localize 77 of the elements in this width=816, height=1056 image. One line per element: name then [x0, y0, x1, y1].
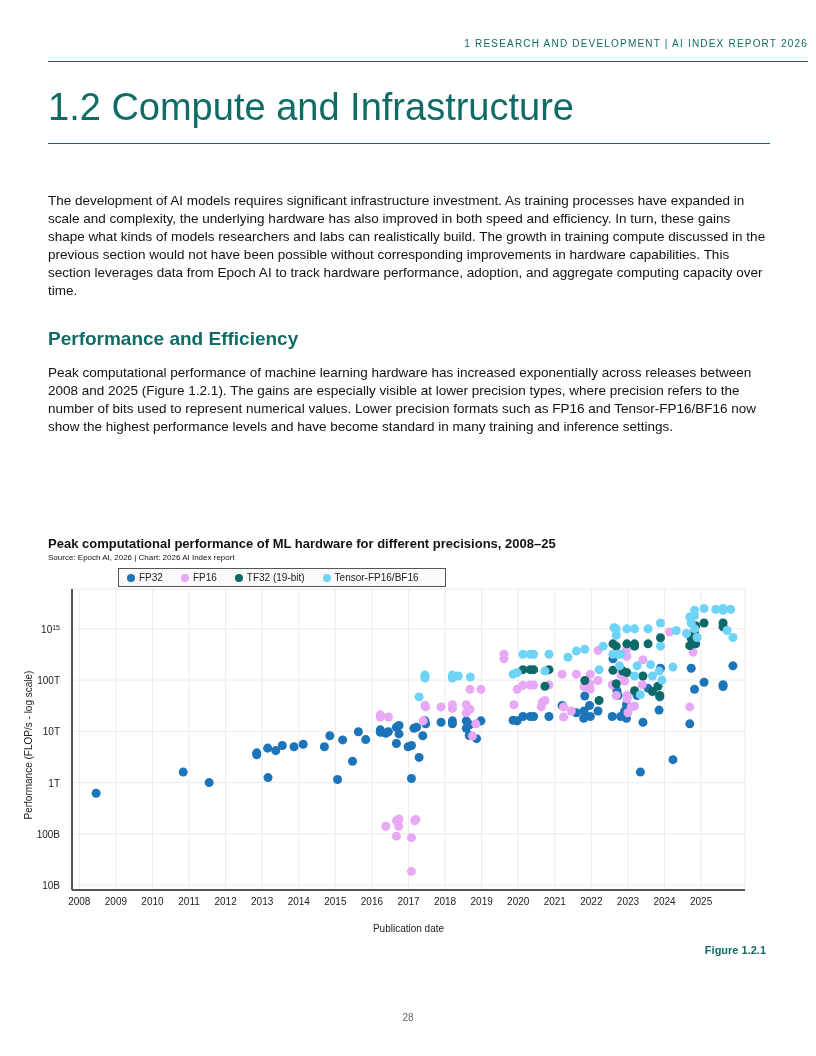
text: 1.2 Compute and Infrastructure [48, 86, 770, 144]
point [643, 624, 653, 634]
y-tick-label: 1T [48, 777, 60, 789]
point [594, 695, 604, 705]
legend-label: Tensor-FP16/BF16 [334, 572, 419, 583]
point [728, 632, 738, 642]
x-tick-label: 2016 [360, 896, 384, 908]
x-tick-label: 2012 [214, 896, 238, 908]
x-tick-label: 2018 [433, 896, 457, 908]
point [643, 639, 653, 649]
x-tick-label: 2019 [470, 896, 494, 908]
point [726, 604, 736, 614]
point [632, 661, 642, 671]
point [540, 681, 550, 691]
y-tick-label: 100T [37, 675, 60, 687]
point [608, 665, 618, 675]
x-tick-label: 2024 [653, 896, 677, 908]
point [630, 671, 640, 681]
chart-title: Peak computational performance of ML hardware for different precisions, 2008–25 [48, 536, 557, 551]
point [580, 676, 590, 686]
point [638, 671, 648, 681]
x-tick-label: 2022 [580, 896, 603, 908]
y-tick-label: 100B [36, 828, 61, 840]
text: The development of AI models requires significant infrastructure investment. As training processes have expanded in scale and complexity, the underlying hardware has also improved in both speed and efficiency. In turn, these gains shape what kinds of models researchers and labs can realistically build. The growth in training compute discussed in the previous section would not have been possible without corresponding improvements in hardware capabilities. This section leverages data from Epoch AI to track hardware performance, adoption, and aggregate computing capacity over time. [48, 192, 767, 300]
x-tick-label: 2023 [616, 896, 640, 908]
legend-label: FP32 [139, 572, 163, 583]
x-tick-label: 2013 [251, 896, 274, 908]
caption: Figure 1.2.1 [703, 944, 766, 956]
point [544, 649, 554, 659]
y-tick-label: 10$^{15}$ [41, 623, 61, 635]
legend-label: TF32 (19-bit) [246, 572, 305, 583]
point [647, 671, 657, 681]
point [681, 629, 691, 639]
point [699, 618, 709, 628]
chart-subtitle: Source: Epoch AI, 2026 | Chart: 2026 AI Index report [48, 553, 236, 562]
point [615, 661, 625, 671]
x-tick-label: 2021 [543, 896, 567, 908]
x-tick-label: 2015 [324, 896, 347, 908]
point [699, 603, 709, 613]
x-tick-label: 2010 [141, 896, 165, 908]
point [414, 692, 424, 702]
point [646, 660, 656, 670]
point [512, 668, 522, 678]
point [611, 679, 621, 689]
point [656, 633, 666, 643]
text: Performance and Efficiency [48, 328, 300, 350]
y-axis-title: Performance (FLOP/s - log scale) [22, 670, 34, 820]
legend-label: FP16 [192, 572, 217, 583]
point [671, 625, 681, 635]
point [465, 672, 475, 682]
point [594, 665, 604, 675]
point [647, 686, 657, 696]
point [630, 624, 640, 634]
x-tick-label: 2014 [287, 896, 311, 908]
y-tick-label: 10T [42, 726, 60, 738]
x-tick-label: 2017 [397, 896, 421, 908]
text: 28 [401, 1012, 415, 1023]
x-tick-label: 2025 [689, 896, 713, 908]
point [540, 666, 550, 676]
point [622, 668, 632, 678]
point [656, 641, 666, 651]
y-tick-label: 10B [42, 880, 61, 892]
point [571, 646, 581, 656]
point [598, 641, 608, 651]
x-tick-label: 2008 [68, 896, 91, 908]
text: Peak computational performance of machine learning hardware has increased exponentially across releases between 2008 and 2025 (Figure 1.2.1). The gains are especially visible at lower precision types, where precision refers to the number of bits used to represent numerical values. Lower precision formats such as FP16 and Tensor-FP16/BF16 now show the highest performance levels and have become standard in many training and inference settings. [48, 364, 758, 436]
x-tick-label: 2020 [507, 896, 530, 908]
point [563, 652, 573, 662]
point [580, 644, 590, 654]
x-tick-label: 2011 [178, 896, 201, 908]
point [657, 675, 667, 685]
x-tick-label: 2009 [104, 896, 128, 908]
point [668, 662, 678, 672]
point [656, 618, 666, 628]
text: 1 RESEARCH AND DEVELOPMENT | AI INDEX REPORT 2026 [48, 38, 808, 62]
x-axis-title: Publication date [372, 923, 445, 934]
point [722, 625, 732, 635]
